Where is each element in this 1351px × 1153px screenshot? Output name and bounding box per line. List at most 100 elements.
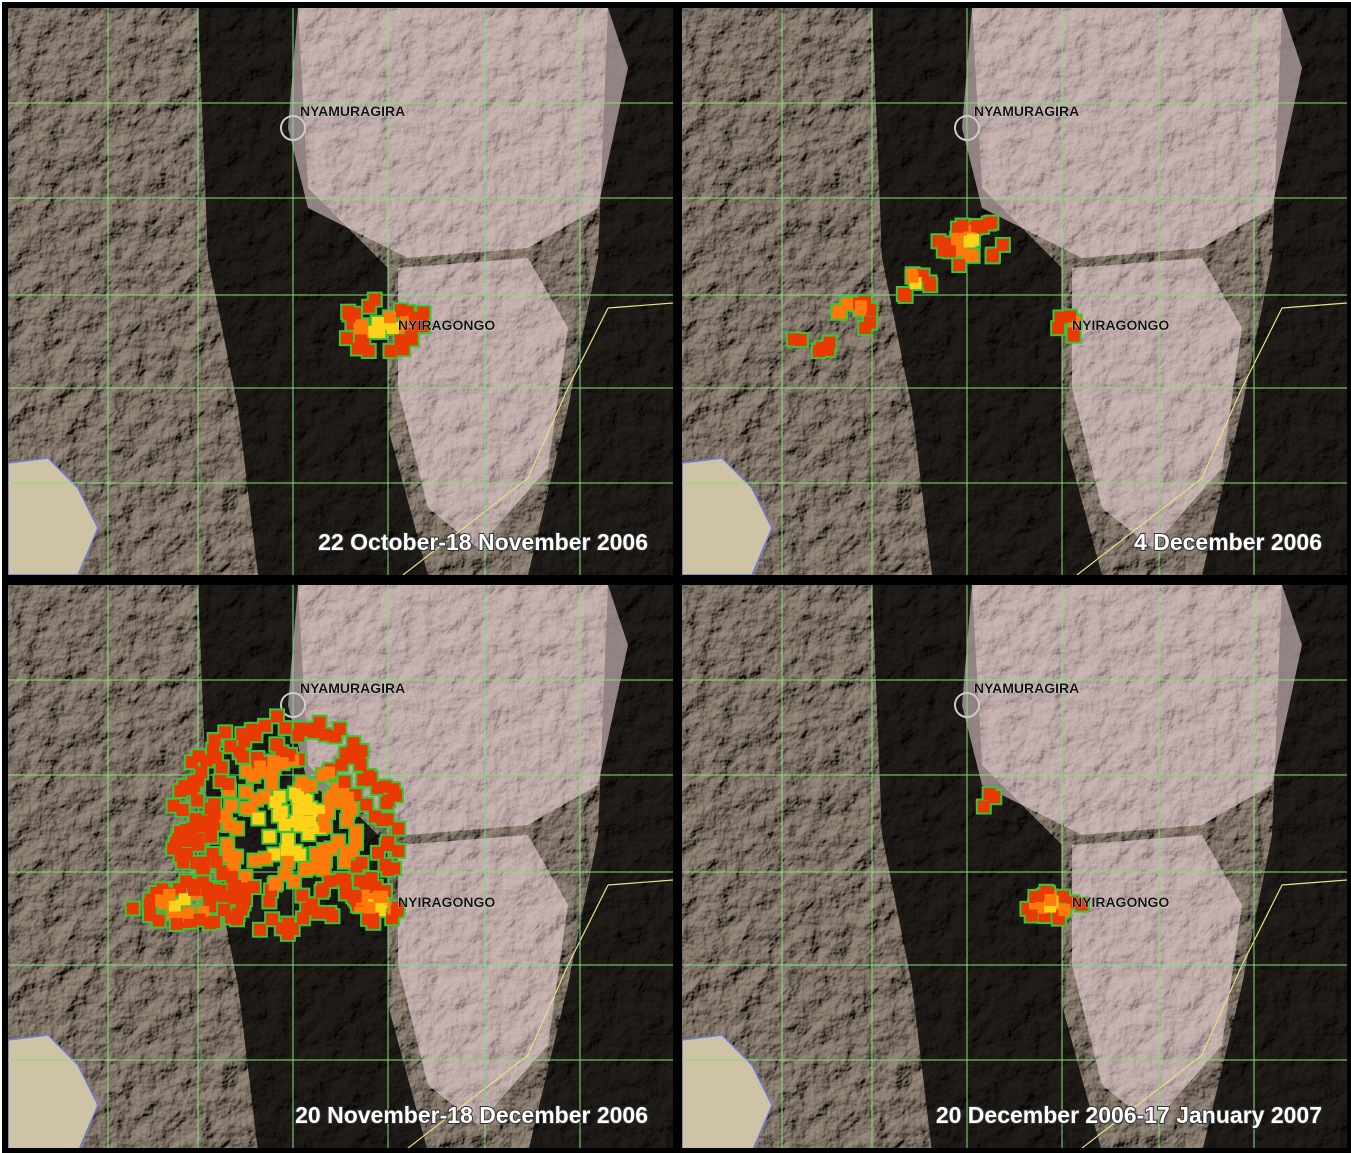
hotspot (172, 833, 184, 845)
hotspot (227, 883, 239, 895)
hotspot (326, 842, 338, 854)
hotspot (183, 907, 195, 919)
hotspot (343, 308, 355, 320)
hotspot (978, 801, 990, 813)
hotspot (824, 337, 836, 349)
hotspot (906, 271, 918, 283)
hotspot (145, 894, 157, 906)
hotspot (296, 776, 308, 788)
hotspot (323, 907, 335, 919)
hotspot (204, 917, 216, 929)
hotspot (194, 914, 206, 926)
date-caption: 22 October-18 November 2006 (318, 529, 648, 555)
hotspot (377, 814, 389, 826)
hotspot (1045, 894, 1057, 906)
hotspot (271, 710, 283, 722)
hotspot (127, 902, 139, 914)
hotspot (384, 311, 396, 323)
hotspot (938, 245, 950, 257)
hotspot (273, 810, 285, 822)
hotspot (289, 787, 301, 799)
hotspot (196, 857, 208, 869)
hotspot (392, 823, 404, 835)
date-caption: 20 November-18 December 2006 (295, 1102, 648, 1128)
hotspot (350, 891, 362, 903)
hotspot (218, 904, 230, 916)
volcano-label: NYIRAGONGO (1072, 894, 1169, 910)
hotspot (201, 755, 213, 767)
hotspot (248, 854, 260, 866)
hotspot (318, 863, 330, 875)
hotspot (339, 856, 351, 868)
hotspot (327, 789, 339, 801)
hotspot (350, 837, 362, 849)
hotspot (1052, 322, 1064, 334)
hotspot (387, 783, 399, 795)
hotspot (951, 233, 963, 245)
hotspot (231, 823, 243, 835)
hotspot (227, 860, 239, 872)
hotspot (318, 814, 330, 826)
volcano-label: NYIRAGONGO (398, 894, 495, 910)
map-figure: NYAMURAGIRA NYIRAGONGO 22 October-18 Novem… (0, 0, 1351, 1153)
hotspot (209, 807, 221, 819)
hotspot (304, 816, 316, 828)
hotspot (288, 875, 300, 887)
hotspot (387, 322, 399, 334)
hotspot (350, 826, 362, 838)
hotspot (237, 751, 249, 763)
hotspot (963, 249, 975, 261)
hotspot (240, 802, 252, 814)
hotspot (241, 765, 253, 777)
hotspot (364, 774, 376, 786)
hotspot (354, 875, 366, 887)
volcano-label: NYAMURAGIRA (974, 680, 1079, 696)
hotspot (355, 759, 367, 771)
hotspot (254, 760, 266, 772)
hotspot (289, 846, 301, 858)
hotspot (385, 345, 397, 357)
hotspot (316, 886, 328, 898)
hotspot (334, 723, 346, 735)
hotspot (254, 924, 266, 936)
hotspot (336, 873, 348, 885)
hotspot (209, 734, 221, 746)
hotspot (266, 766, 278, 778)
hotspot (1057, 891, 1069, 903)
hotspot (339, 776, 351, 788)
hotspot (347, 737, 359, 749)
hotspot (263, 895, 275, 907)
hotspot (181, 848, 193, 860)
date-caption: 4 December 2006 (1134, 529, 1322, 555)
volcano-label: NYAMURAGIRA (300, 103, 405, 119)
hotspot (985, 217, 997, 229)
hotspot (317, 769, 329, 781)
hotspot (188, 780, 200, 792)
hotspot (1058, 904, 1070, 916)
map-panel: NYAMURAGIRANYIRAGONGO4 December 2006 (682, 8, 1347, 575)
hotspot (924, 276, 936, 288)
hotspot (240, 786, 252, 798)
hotspot (205, 831, 217, 843)
hotspot (363, 301, 375, 313)
hotspot (153, 915, 165, 927)
hotspot (252, 813, 264, 825)
hotspot (341, 332, 353, 344)
hotspot (219, 726, 231, 738)
hotspot (388, 862, 400, 874)
hotspot (248, 881, 260, 893)
map-panel: NYAMURAGIRANYIRAGONGO20 December 2006-17… (682, 585, 1347, 1152)
hotspot (362, 913, 374, 925)
hotspot (171, 918, 183, 930)
hotspot (304, 802, 316, 814)
hotspot (268, 755, 280, 767)
hotspot (191, 795, 203, 807)
hotspot (308, 726, 320, 738)
hotspot (259, 853, 271, 865)
hotspot (195, 766, 207, 778)
hotspot (201, 820, 213, 832)
hotspot (303, 828, 315, 840)
volcano-label: NYAMURAGIRA (974, 103, 1079, 119)
hotspot (221, 838, 233, 850)
